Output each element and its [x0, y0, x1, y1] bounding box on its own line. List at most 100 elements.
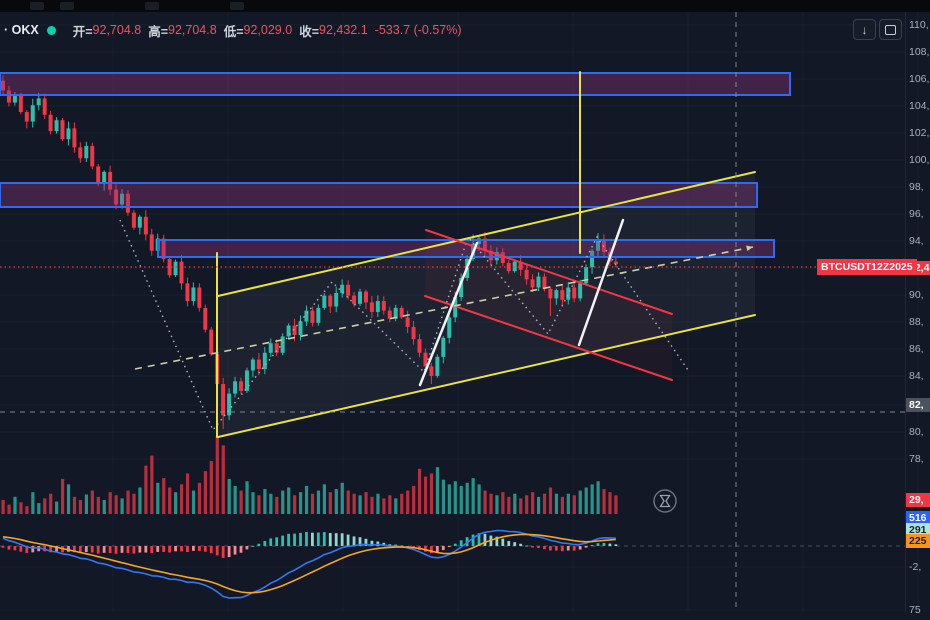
volume-bar [501, 492, 505, 514]
candle-body [60, 120, 65, 140]
candle-body [334, 292, 339, 307]
volume-bar [447, 484, 451, 514]
candle-body [459, 277, 464, 297]
axis-tick: 84, [909, 370, 924, 382]
candle-body [310, 310, 315, 323]
unknown-toolbar-icon[interactable] [230, 2, 244, 10]
volume-bar [542, 493, 547, 514]
candle-body [352, 295, 357, 304]
low-value: 92,029.0 [243, 23, 293, 37]
macd-histogram-bar [120, 546, 124, 553]
candle-body [316, 307, 321, 323]
fullscreen-button[interactable] [879, 19, 902, 40]
macd-histogram-bar [180, 546, 183, 552]
volume-bar [55, 501, 59, 514]
macd-histogram-bar [221, 546, 225, 558]
volume-bar [102, 499, 106, 514]
volume-bar [364, 492, 368, 514]
macd-histogram-bar [203, 546, 207, 552]
axis-tick-crosshair: 82, [906, 398, 930, 412]
macd-histogram-bar [483, 533, 487, 546]
volume-bar [61, 478, 65, 514]
volume-bar [299, 492, 303, 514]
scroll-to-recent-button[interactable]: ↓ [853, 19, 876, 40]
candle-body [447, 317, 452, 338]
macd-histogram-bar [108, 546, 112, 554]
candle-body [36, 98, 41, 106]
macd-histogram-bar [1, 546, 5, 548]
unknown-toolbar-icon[interactable] [60, 2, 74, 10]
unknown-toolbar-icon[interactable] [145, 2, 159, 10]
volume-bar [257, 495, 261, 514]
volume-bar [465, 482, 469, 514]
macd-histogram-bar [305, 532, 308, 546]
price-axis[interactable]: 110, 108, 106, 104, 102, 100, 98, 96, 94, 92,4 90,… [905, 12, 930, 616]
volume-bar [25, 506, 29, 514]
macd-histogram-bar [49, 546, 52, 553]
candle-body [304, 310, 309, 322]
macd-histogram-bar [281, 535, 285, 546]
candle-body [256, 359, 261, 370]
volume-bar [162, 478, 166, 514]
volume-bar [185, 473, 190, 514]
unknown-toolbar-icon[interactable] [30, 2, 44, 10]
macd-histogram-bar [55, 546, 58, 552]
macd-histogram-bar [388, 544, 392, 546]
candle-body [12, 95, 17, 103]
candle-body [102, 171, 107, 185]
volume-bar [132, 493, 136, 514]
volume-bar [43, 498, 47, 514]
candle-body [536, 276, 541, 288]
volume-bar [90, 490, 94, 514]
macd-histogram-bar [215, 546, 219, 556]
macd-histogram-bar [7, 546, 11, 550]
macd-histogram-bar [197, 546, 201, 551]
macd-histogram-bar [352, 536, 356, 546]
macd-histogram-bar [453, 543, 457, 546]
macd-histogram-bar [584, 546, 588, 548]
axis-tick-orange: 225 [906, 534, 930, 548]
volume-bar [382, 498, 386, 514]
macd-histogram-bar [299, 532, 302, 546]
volume-bar [180, 484, 184, 514]
trend-line [577, 218, 625, 347]
candle-body [411, 326, 416, 340]
candle-body [131, 212, 136, 228]
symbol-exchange[interactable]: · OKX [4, 23, 39, 37]
macd-histogram-bar [465, 537, 469, 546]
candle-body [560, 290, 565, 300]
macd-histogram-bar [549, 546, 552, 551]
volume-bar [400, 493, 404, 514]
volume-bar [197, 482, 202, 514]
trend-line [425, 229, 673, 315]
candle-body [369, 302, 374, 312]
candle-body [18, 95, 23, 113]
volume-bar [263, 489, 267, 514]
volume-bar [346, 490, 350, 514]
volume-bar [84, 494, 88, 514]
candle-body [72, 128, 77, 148]
axis-tick: 96, [909, 208, 924, 220]
candle-body [66, 128, 71, 140]
volume-bar [412, 485, 416, 514]
volume-bar [49, 493, 53, 514]
volume-bar [31, 492, 35, 514]
volume-bar [37, 503, 41, 514]
candle-body [221, 384, 226, 416]
macd-histogram-bar [186, 546, 189, 553]
candle-body [358, 291, 362, 304]
trend-line [217, 171, 756, 297]
volume-bar [221, 445, 225, 514]
volume-bar [602, 489, 606, 514]
axis-tick: 75 [909, 604, 921, 616]
macd-histogram-bar [257, 543, 261, 546]
candle-body [298, 321, 303, 336]
candle-body [399, 307, 404, 318]
macd-histogram-bar [513, 542, 517, 546]
candle-body [233, 381, 238, 394]
volume-bar [156, 482, 160, 514]
volume-bar [590, 484, 594, 514]
candle-body [96, 166, 101, 185]
axis-tick: 94, [909, 235, 924, 247]
